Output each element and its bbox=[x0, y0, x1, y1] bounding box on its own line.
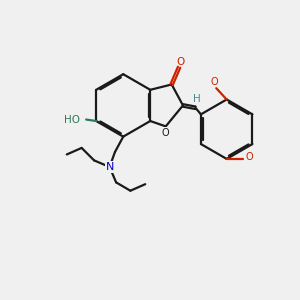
Text: O: O bbox=[161, 128, 169, 138]
Text: H: H bbox=[193, 94, 201, 104]
Text: O: O bbox=[176, 57, 185, 67]
Text: N: N bbox=[105, 162, 114, 172]
Text: O: O bbox=[246, 152, 254, 162]
Text: HO: HO bbox=[64, 115, 80, 124]
Text: O: O bbox=[211, 77, 219, 87]
